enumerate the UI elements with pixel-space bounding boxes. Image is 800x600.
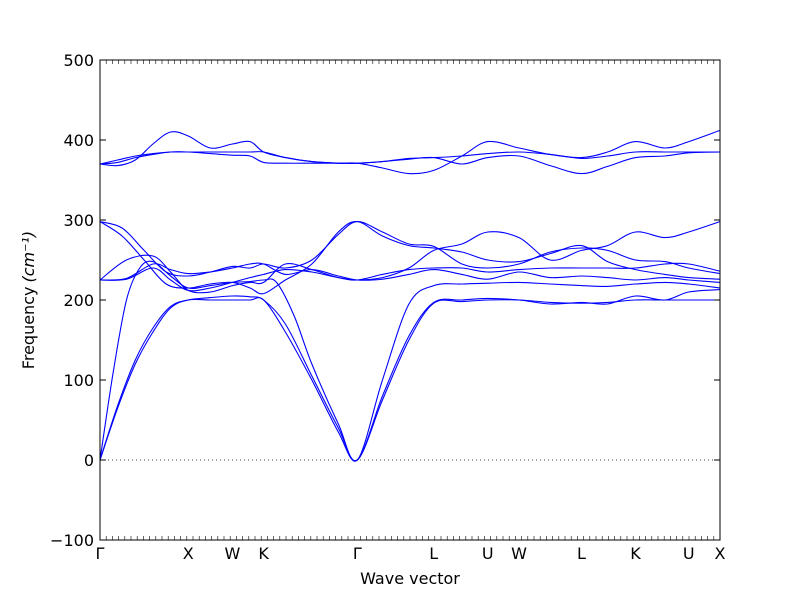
y-tick-label: 500 [63,51,94,70]
band-line-7 [99,221,721,295]
x-tick-label: X [183,544,194,563]
y-tick-labels: −100 0 100 200 300 400 500 [50,51,94,550]
band-line-11 [99,129,721,175]
x-axis-label: Wave vector [360,569,460,588]
x-tick-label: Γ [96,544,105,563]
y-tick-label: −100 [50,531,94,550]
x-tick-label: W [511,544,527,563]
band-line-5 [99,262,721,283]
y-tick-label: 200 [63,291,94,310]
x-tick-label: L [429,544,438,563]
x-tick-label: K [630,544,641,563]
x-tick-label: K [258,544,269,563]
x-tick-label: Γ [353,544,362,563]
plot-frame [99,59,721,541]
y-tick-label: 300 [63,211,94,230]
x-tick-label: L [577,544,586,563]
band-line-3 [99,260,721,462]
y-tick-label: 0 [84,451,94,470]
band-line-6 [99,221,721,277]
y-tick-label: 400 [63,131,94,150]
x-tick-label: X [715,544,726,563]
band-line-9 [99,151,720,165]
y-axis-label: Frequency (cm⁻¹) [19,231,38,369]
y-axis-label-unit: (cm⁻¹) [19,231,38,283]
x-tick-label: W [224,544,240,563]
x-tick-label: U [683,544,695,563]
y-tick-label: 100 [63,371,94,390]
band-line-2 [99,289,721,462]
x-tick-label: U [482,544,494,563]
band-line-8 [99,221,721,294]
y-axis-label-text: Frequency [19,287,38,370]
series-layer [99,129,721,462]
band-line-1 [99,297,720,462]
band-line-10 [99,151,721,175]
